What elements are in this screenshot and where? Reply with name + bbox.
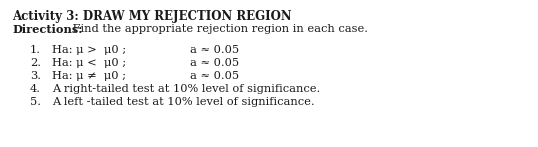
Text: a ≈ 0.05: a ≈ 0.05	[190, 58, 239, 68]
Text: 2.: 2.	[30, 58, 41, 68]
Text: 1.: 1.	[30, 45, 41, 55]
Text: Find the appropriate rejection region in each case.: Find the appropriate rejection region in…	[69, 24, 368, 34]
Text: 5.: 5.	[30, 97, 41, 107]
Text: Directions:: Directions:	[12, 24, 82, 35]
Text: a ≈ 0.05: a ≈ 0.05	[190, 71, 239, 81]
Text: a ≈ 0.05: a ≈ 0.05	[190, 45, 239, 55]
Text: Ha: μ >  μ0 ;: Ha: μ > μ0 ;	[52, 45, 126, 55]
Text: Ha: μ ≠  μ0 ;: Ha: μ ≠ μ0 ;	[52, 71, 126, 81]
Text: Activity 3: DRAW MY REJECTION REGION: Activity 3: DRAW MY REJECTION REGION	[12, 10, 292, 23]
Text: A left -tailed test at 10% level of significance.: A left -tailed test at 10% level of sign…	[52, 97, 315, 107]
Text: A right-tailed test at 10% level of significance.: A right-tailed test at 10% level of sign…	[52, 84, 320, 94]
Text: Ha: μ <  μ0 ;: Ha: μ < μ0 ;	[52, 58, 126, 68]
Text: 4.: 4.	[30, 84, 41, 94]
Text: 3.: 3.	[30, 71, 41, 81]
